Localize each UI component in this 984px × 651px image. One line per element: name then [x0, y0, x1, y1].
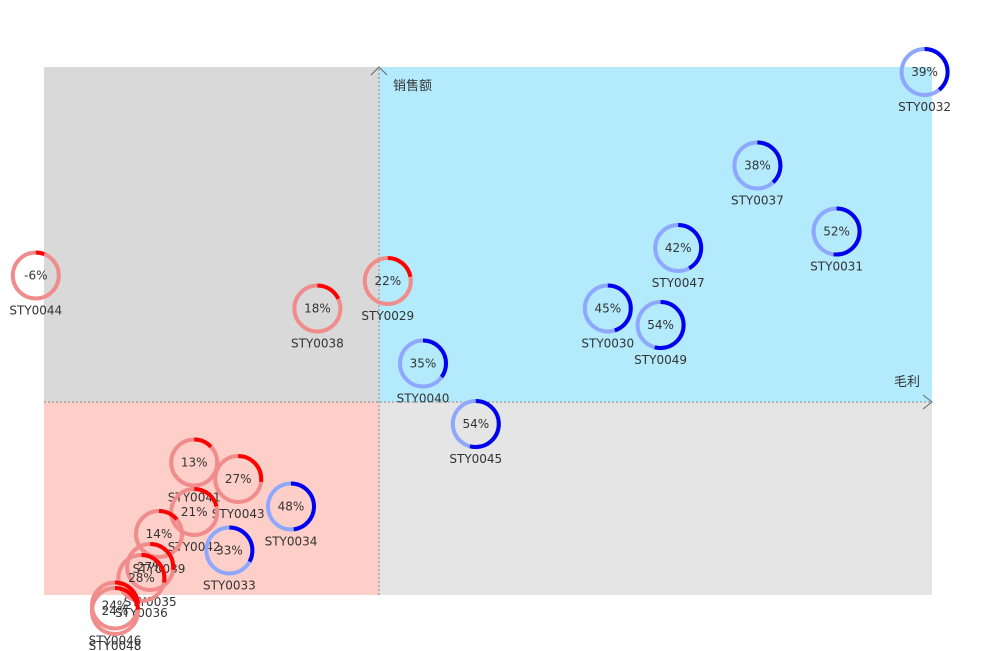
point-percent-label: 52% — [823, 225, 850, 239]
point-arc — [732, 140, 783, 191]
data-point-sty0031: 52% STY0031 — [810, 206, 863, 274]
point-percent-label: 13% — [181, 456, 208, 470]
point-arc — [134, 509, 184, 559]
point-arc — [169, 437, 220, 488]
point-percent-label: 48% — [278, 500, 305, 514]
point-arc — [125, 542, 176, 592]
data-point-sty0030: 45% STY0030 — [581, 283, 634, 351]
point-name-label: STY0049 — [634, 353, 687, 367]
point-percent-label: 33% — [216, 544, 243, 558]
point-name-label: STY0033 — [203, 579, 256, 593]
point-name-label: STY0029 — [361, 309, 414, 323]
data-point-sty0047: 42% STY0047 — [652, 223, 705, 290]
data-point-sty0048: 24% STY0048 — [89, 586, 142, 651]
point-percent-label: -6% — [24, 269, 47, 283]
point-arc — [635, 300, 686, 350]
quadrant-backgrounds — [44, 67, 932, 595]
axes: 毛利 销售额 — [44, 66, 933, 595]
y-axis-label: 销售额 — [393, 78, 432, 94]
point-name-label: STY0040 — [397, 392, 450, 406]
data-point-sty0029: 22% STY0029 — [361, 256, 414, 323]
point-arc — [292, 283, 343, 334]
data-point-sty0034: 48% STY0034 — [265, 481, 318, 549]
point-name-label: STY0034 — [265, 535, 318, 549]
point-arc — [398, 338, 448, 389]
point-arc — [90, 586, 140, 636]
x-axis-label: 毛利 — [894, 375, 920, 390]
data-point-sty0040: 35% STY0040 — [397, 338, 450, 406]
point-arc — [362, 256, 413, 306]
data-point-sty0032: 39% STY0032 — [898, 47, 951, 114]
point-arc — [169, 487, 220, 537]
data-point-sty0038: 18% STY0038 — [291, 283, 344, 351]
point-percent-label: 28% — [128, 571, 155, 585]
point-arc — [653, 223, 704, 273]
point-percent-label: 39% — [911, 65, 938, 79]
point-percent-label: 45% — [594, 302, 621, 316]
point-percent-label: 24% — [102, 604, 129, 618]
y-axis-arrow-icon — [370, 66, 388, 76]
data-point-sty0044: -6% STY0044 — [9, 250, 62, 318]
point-percent-label: 27% — [225, 472, 252, 486]
point-arc — [90, 580, 140, 631]
point-percent-label: 24% — [102, 599, 129, 613]
data-points: 39% STY0032 38% STY0037 52% STY0031 42% STY0047… — [9, 47, 951, 651]
point-arc — [811, 206, 862, 257]
point-name-label: STY0030 — [581, 337, 634, 351]
point-name-label: STY0046 — [89, 634, 142, 648]
data-point-sty0037: 38% STY0037 — [731, 140, 784, 208]
point-arc — [10, 250, 61, 301]
point-percent-label: 38% — [744, 159, 771, 173]
data-point-sty0049: 54% STY0049 — [634, 300, 687, 367]
data-point-sty0036: 28% STY0036 — [115, 553, 168, 620]
point-arc — [899, 47, 950, 97]
point-name-label: STY0038 — [291, 337, 344, 351]
data-point-sty0045: 54% STY0045 — [449, 399, 502, 466]
point-name-label: STY0044 — [9, 304, 62, 318]
point-arc — [582, 283, 633, 334]
point-percent-label: 54% — [462, 417, 489, 431]
point-percent-label: 14% — [146, 527, 173, 541]
quadrant-top-left — [44, 67, 379, 402]
point-percent-label: 22% — [374, 274, 401, 288]
point-percent-label: 54% — [647, 318, 674, 332]
point-arc — [213, 454, 264, 504]
point-name-label: STY0031 — [810, 260, 863, 274]
data-point-sty0043: 27% STY0043 — [212, 454, 265, 521]
point-name-label: STY0043 — [212, 507, 265, 521]
point-percent-label: 18% — [304, 302, 331, 316]
x-axis-arrow-icon — [922, 394, 933, 410]
point-arc — [266, 481, 316, 532]
point-percent-label: 42% — [665, 241, 692, 255]
point-name-label: STY0048 — [89, 639, 142, 651]
point-arc — [450, 399, 501, 449]
point-name-label: STY0036 — [115, 606, 168, 620]
point-arc — [116, 553, 167, 603]
data-point-sty0033: 33% STY0033 — [203, 525, 256, 593]
point-percent-label: 35% — [410, 357, 437, 371]
point-name-label: STY0032 — [898, 100, 951, 114]
point-name-label: STY0037 — [731, 194, 784, 208]
point-arc — [204, 525, 255, 576]
point-name-label: STY0047 — [652, 276, 705, 290]
point-name-label: STY0045 — [449, 452, 502, 466]
quadrant-bottom-right — [379, 402, 932, 595]
point-percent-label: 21% — [181, 505, 208, 519]
